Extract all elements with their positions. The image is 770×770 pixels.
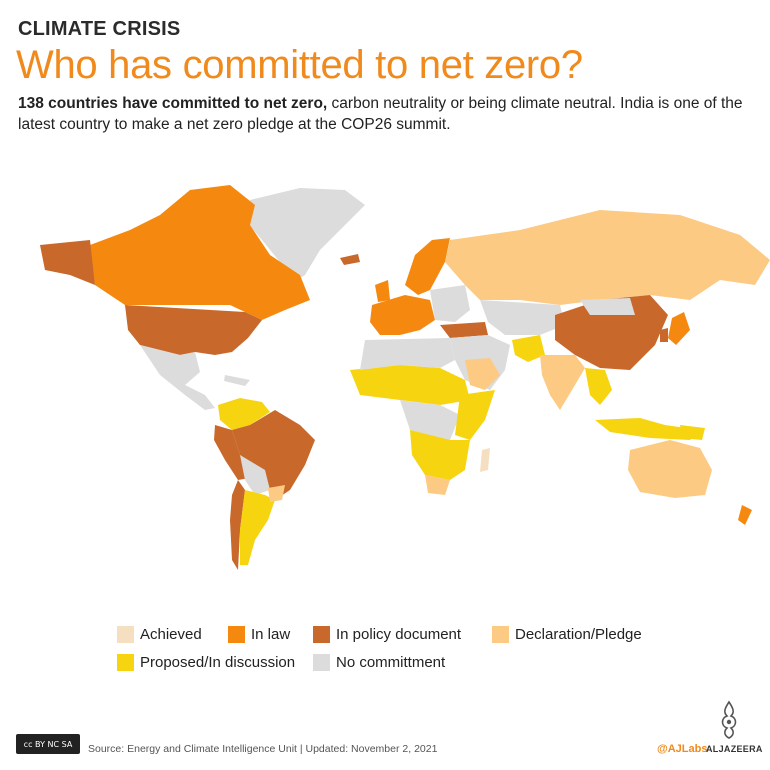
legend-item-achieved: Achieved (117, 626, 202, 643)
region-pakistan (512, 335, 545, 362)
legend-label-in-law: In law (251, 626, 291, 643)
region-new-zealand (738, 505, 752, 525)
legend-item-in-policy: In policy document (313, 626, 461, 643)
legend-label-proposed: Proposed/In discussion (140, 654, 296, 671)
region-canada (90, 185, 310, 320)
legend-label-in-policy: In policy document (336, 626, 462, 643)
region-mexico (140, 345, 215, 410)
legend-swatch-in-law (228, 626, 245, 643)
region-png (680, 425, 705, 440)
intro-rest: carbon neutrality or being climate neutr… (18, 95, 743, 133)
cc-license-badge: cc BY NC SA (16, 734, 80, 754)
legend-swatch-none (313, 654, 330, 671)
intro-bold: 138 countries have committed to net zero… (18, 95, 328, 112)
legend-item-none: No committment (313, 654, 445, 671)
region-bolivia (240, 455, 270, 495)
source-note: Source: Energy and Climate Intelligence … (88, 743, 438, 755)
region-mongolia (580, 298, 635, 315)
region-east-africa (455, 390, 495, 440)
legend-label-none: No committment (336, 654, 446, 671)
region-south-africa (425, 475, 450, 495)
region-alaska (40, 240, 95, 285)
legend-item-in-law: In law (228, 626, 290, 643)
region-caribbean (224, 375, 250, 386)
legend-swatch-proposed (117, 654, 134, 671)
region-se-asia (585, 368, 612, 405)
region-china (555, 295, 668, 370)
legend-swatch-achieved (117, 626, 134, 643)
region-russia (445, 210, 770, 305)
intro-text: 138 countries have committed to net zero… (18, 93, 753, 135)
ajlabs-handle: @AJLabs (657, 743, 708, 755)
region-uk (375, 280, 390, 302)
legend-swatch-in-policy (313, 626, 330, 643)
region-india (540, 355, 585, 410)
region-colombia-venezuela (218, 398, 270, 430)
legend-label-achieved: Achieved (140, 626, 202, 643)
region-indonesia (595, 418, 700, 440)
region-western-europe (370, 295, 435, 335)
region-greenland (245, 188, 365, 285)
region-turkey (440, 322, 488, 338)
brand-name: ALJAZEERA (706, 744, 763, 754)
page-title: Who has committed to net zero? (16, 43, 583, 87)
region-argentina (240, 490, 275, 565)
region-central-asia (480, 300, 565, 335)
region-chile (230, 480, 245, 570)
kicker: CLIMATE CRISIS (18, 18, 181, 40)
region-usa (125, 305, 262, 355)
region-australia (628, 440, 712, 498)
region-madagascar (480, 448, 490, 472)
region-saudi (465, 358, 500, 390)
legend-swatch-declaration (492, 626, 509, 643)
region-peru (214, 425, 250, 480)
region-north-africa (360, 338, 455, 370)
region-korea (660, 328, 668, 342)
region-iceland (340, 254, 360, 265)
aljazeera-logo-icon (721, 700, 737, 739)
legend-item-proposed: Proposed/In discussion (117, 654, 295, 671)
region-southern-africa (410, 430, 470, 480)
region-uruguay (268, 485, 285, 502)
legend-item-declaration: Declaration/Pledge (492, 626, 642, 643)
region-eastern-europe (430, 285, 470, 322)
legend-label-declaration: Declaration/Pledge (515, 626, 642, 643)
region-japan (668, 312, 690, 345)
region-scandinavia (405, 238, 450, 295)
region-brazil (232, 410, 315, 500)
world-map (40, 185, 770, 570)
region-sahel (350, 365, 470, 405)
